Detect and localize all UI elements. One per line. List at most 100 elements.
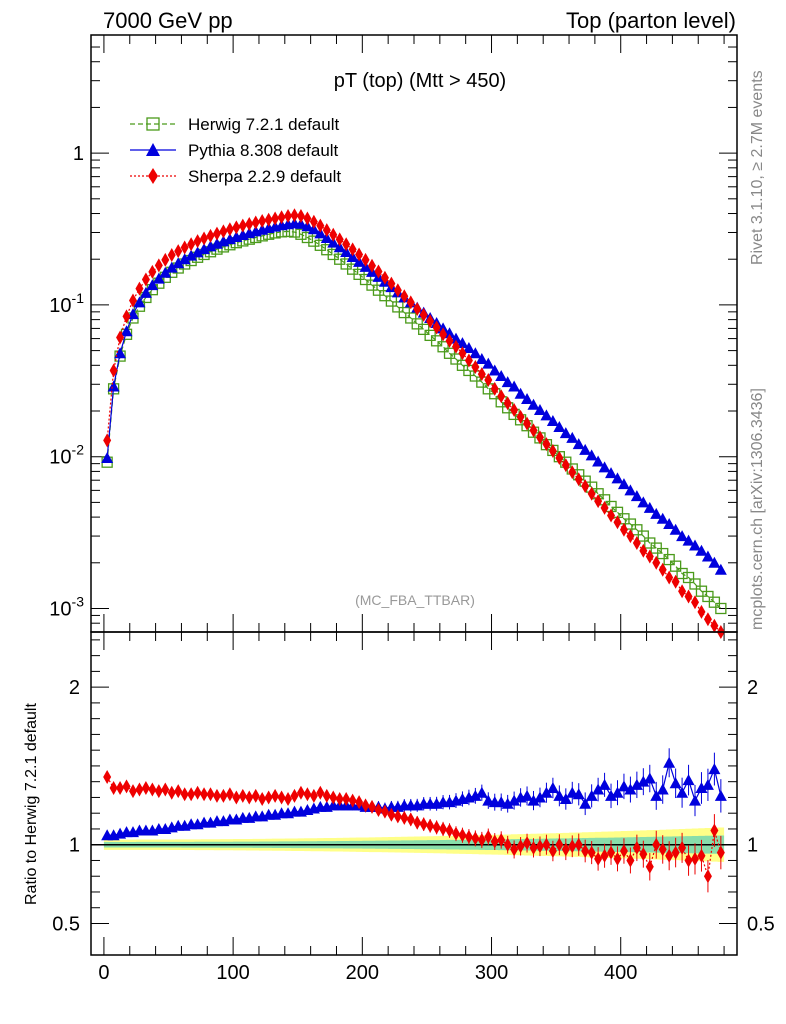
sherpa-point — [587, 486, 596, 501]
pythia-point — [682, 774, 695, 786]
sherpa-point — [193, 785, 202, 800]
pythia-point — [689, 539, 702, 551]
sherpa-point — [258, 214, 267, 229]
sherpa-point — [594, 851, 603, 866]
pythia-point — [592, 783, 605, 795]
sherpa-point — [368, 258, 377, 273]
herwig-point — [657, 547, 669, 560]
pythia-point — [611, 786, 624, 798]
legend-label: Pythia 8.308 default — [188, 141, 339, 160]
pythia-point — [508, 794, 521, 806]
sherpa-point — [510, 842, 519, 857]
sherpa-point — [510, 403, 519, 418]
pythia-point — [307, 223, 320, 235]
sherpa-point — [135, 782, 144, 797]
pythia-point — [566, 431, 579, 443]
sherpa-point — [167, 785, 176, 800]
pythia-point — [676, 530, 689, 542]
pythia-point — [643, 772, 656, 784]
sherpa-point — [697, 604, 706, 619]
pythia-point — [327, 236, 340, 248]
sherpa-point — [128, 293, 137, 308]
xtick-label: 100 — [216, 962, 249, 984]
sherpa-point — [678, 584, 687, 599]
sherpa-point — [678, 840, 687, 855]
sherpa-point — [516, 839, 525, 854]
pythia-point — [669, 523, 682, 535]
legend: Herwig 7.2.1 default Pythia 8.308 default… — [130, 115, 341, 186]
sherpa-point — [484, 829, 493, 844]
pythia-point — [165, 261, 178, 273]
sherpa-point — [413, 301, 422, 316]
sherpa-point — [451, 826, 460, 841]
sherpa-point — [710, 618, 719, 633]
sherpa-point — [645, 859, 654, 874]
sherpa-point — [180, 240, 189, 255]
sherpa-point — [154, 258, 163, 273]
sherpa-point — [574, 472, 583, 487]
sherpa-point — [716, 845, 725, 860]
sherpa-point — [154, 784, 163, 799]
sherpa-point — [703, 869, 712, 884]
pythia-point — [178, 253, 191, 265]
ratio-ytick-label: 2 — [69, 677, 80, 699]
pythia-point — [540, 409, 553, 421]
herwig-point — [405, 312, 417, 324]
sherpa-point — [232, 220, 241, 235]
pythia-point — [495, 370, 508, 382]
pythia-point — [139, 286, 152, 298]
sherpa-point — [393, 809, 402, 824]
sherpa-point — [691, 595, 700, 610]
pythia-point — [488, 364, 501, 376]
sherpa-point — [380, 804, 389, 819]
sherpa-point — [535, 839, 544, 854]
pythia-point — [650, 507, 663, 519]
sherpa-point — [516, 409, 525, 424]
sherpa-point — [167, 248, 176, 263]
sherpa-point — [639, 847, 648, 862]
sherpa-point — [523, 836, 532, 851]
sherpa-point — [503, 396, 512, 411]
sherpa-point — [309, 788, 318, 803]
pythia-point — [346, 250, 359, 262]
herwig-point — [437, 341, 449, 353]
pythia-point — [598, 461, 611, 473]
sherpa-point — [542, 437, 551, 452]
pythia-point — [456, 337, 469, 349]
ytick-label: 10-1 — [49, 290, 84, 317]
sherpa-point — [548, 444, 557, 459]
pythia-point — [120, 325, 133, 337]
sherpa-point — [703, 612, 712, 627]
sherpa-point — [561, 458, 570, 473]
sherpa-point — [316, 785, 325, 800]
pythia-point — [482, 357, 495, 369]
main-series-group — [101, 208, 727, 639]
sherpa-point — [309, 214, 318, 229]
herwig-point — [669, 560, 682, 572]
sherpa-point — [529, 840, 538, 855]
pythia-point — [656, 783, 669, 795]
pythia-point — [553, 789, 566, 801]
xtick-label: 0 — [98, 962, 109, 984]
sherpa-point — [200, 231, 209, 246]
sherpa-point — [426, 818, 435, 833]
sherpa-point — [639, 543, 648, 558]
ratio-series-group — [101, 748, 727, 893]
sherpa-point — [484, 373, 493, 388]
sherpa-point — [458, 346, 467, 361]
sherpa-point — [658, 842, 667, 857]
sherpa-point — [361, 252, 370, 267]
sherpa-point — [161, 782, 170, 797]
sherpa-point — [245, 217, 254, 232]
sherpa-point — [529, 423, 538, 438]
sherpa-point — [103, 769, 112, 784]
sherpa-point — [335, 792, 344, 807]
sherpa-point — [581, 844, 590, 859]
header-right: Top (parton level) — [566, 8, 736, 33]
sherpa-point — [380, 270, 389, 285]
sherpa-point — [284, 209, 293, 224]
sherpa-point — [613, 515, 622, 530]
herwig-point — [443, 347, 456, 359]
ratio-axis-ticks: 0 100 200 300 400 0.5 0.5 1 1 2 2 — [52, 632, 775, 984]
